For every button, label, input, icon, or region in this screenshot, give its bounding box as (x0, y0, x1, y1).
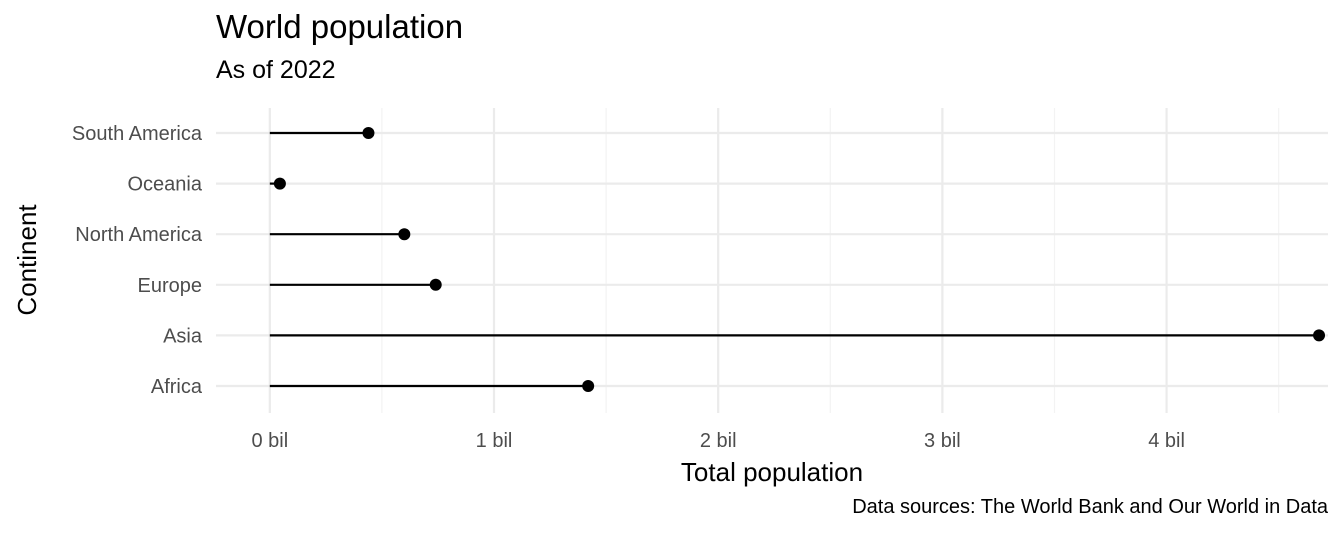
y-axis-title: Continent (12, 204, 42, 316)
lollipop-point (398, 228, 411, 241)
lollipop-point (582, 380, 595, 392)
y-tick-label: Europe (138, 275, 203, 297)
y-tick-label: Africa (151, 376, 203, 398)
lollipop-points (273, 127, 1326, 392)
lollipop-stems (269, 131, 1320, 388)
y-tick-label: South America (72, 123, 203, 145)
y-tick-label: Asia (163, 325, 203, 347)
x-tick-label: 4 bil (1148, 430, 1185, 452)
minor-gridlines (381, 108, 1280, 413)
chart-subtitle: As of 2022 (216, 56, 336, 84)
x-tick-label: 0 bil (251, 430, 288, 452)
chart-title: World population (216, 8, 464, 45)
major-gridlines (216, 108, 1328, 413)
x-tick-label: 3 bil (924, 430, 961, 452)
lollipop-point (362, 127, 375, 139)
y-tick-label: North America (75, 224, 203, 246)
y-tick-label: Oceania (128, 174, 203, 196)
x-tick-label: 1 bil (476, 430, 513, 452)
x-axis-title: Total population (681, 457, 863, 487)
y-axis-tick-labels: South America Oceania North America Europe A… (72, 123, 203, 398)
lollipop-point (273, 177, 286, 190)
chart-caption: Data sources: The World Bank and Our Wor… (852, 496, 1328, 518)
lollipop-point (1313, 329, 1326, 342)
x-axis-tick-labels: 0 bil 1 bil 2 bil 3 bil 4 bil (251, 430, 1184, 452)
x-tick-label: 2 bil (700, 430, 737, 452)
lollipop-point (429, 278, 442, 291)
